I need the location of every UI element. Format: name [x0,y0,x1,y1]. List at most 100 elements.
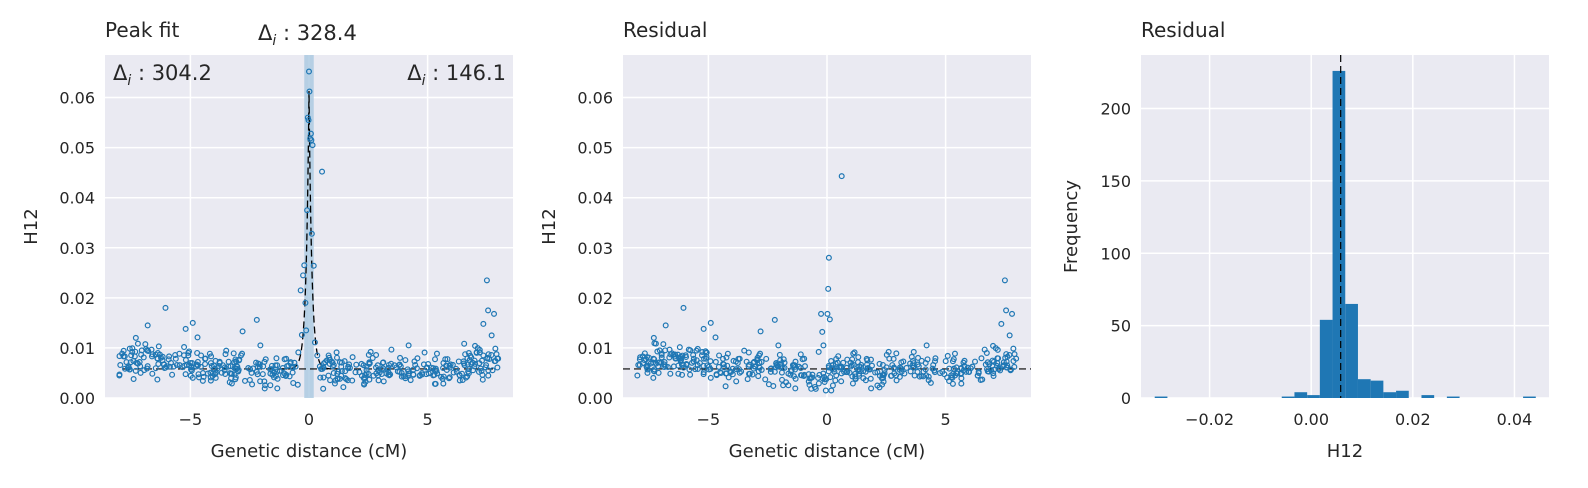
data-point [944,352,951,359]
data-point [950,356,957,363]
data-point [954,370,961,377]
data-point [476,360,483,367]
data-point [272,362,279,369]
data-point [352,369,359,376]
data-point [700,369,707,376]
data-point [850,361,857,368]
data-point [762,376,769,383]
data-point [253,316,260,323]
data-point [867,375,874,382]
data-point [680,304,687,311]
data-point [306,88,313,95]
data-point [254,364,261,371]
data-point [320,385,327,392]
data-point [166,363,173,370]
data-point [152,351,159,358]
data-point [925,373,932,380]
data-point [893,350,900,357]
data-point [132,334,139,341]
data-point [473,349,480,356]
panel-3: 0 50 100 150 200 −0.02 0.00 0.02 0.04 H12 Frequenc… [1061,18,1549,462]
data-point [478,368,485,375]
data-point [208,353,215,360]
data-point [298,331,305,338]
y-tick-label: 0.02 [577,289,613,308]
data-point [949,380,956,387]
data-point [728,368,735,375]
data-point [310,262,317,269]
data-point [328,358,335,365]
data-point [475,368,482,375]
histogram-bar [1357,379,1371,398]
data-point [476,346,483,353]
data-point [405,368,412,375]
data-point [864,357,871,364]
data-point [479,371,486,378]
data-point [249,381,256,388]
data-point [186,348,193,355]
data-point [379,365,386,372]
data-point [129,348,136,355]
chart-title: Peak fit [105,18,179,42]
data-point [433,350,440,357]
y-tick-label: 0.04 [59,189,95,208]
data-point [655,363,662,370]
data-point [911,372,918,379]
y-tick-label: 150 [1100,172,1131,191]
data-point [664,364,671,371]
data-point [832,360,839,367]
y-tick-label: 50 [1111,317,1131,336]
data-point [416,372,423,379]
data-point [838,173,845,180]
histogram-bar [1281,396,1295,398]
data-point [712,334,719,341]
data-point [850,350,857,357]
data-point [661,359,668,366]
data-point [883,364,890,371]
data-point [236,356,243,363]
data-point [148,346,155,353]
data-point [893,377,900,384]
data-point [838,364,845,371]
data-point [485,307,492,314]
histogram-bar [1421,395,1435,398]
data-point [975,368,982,375]
data-point [363,367,370,374]
data-point [815,348,822,355]
data-point [300,272,307,279]
data-point [311,339,318,346]
data-point [119,350,126,357]
data-point [136,359,143,366]
data-point [444,356,451,363]
data-point [431,380,438,387]
data-point [915,354,922,361]
data-point [923,342,930,349]
data-point [181,362,188,369]
data-point [155,343,162,350]
data-point [137,369,144,376]
data-point [231,365,238,372]
data-point [713,372,720,379]
data-point [840,359,847,366]
data-point [254,371,261,378]
data-point [181,344,188,351]
data-point [699,349,706,356]
data-point [779,376,786,383]
data-point [843,364,850,371]
panel-2: 0.00 0.01 0.02 0.03 0.04 0.05 0.06 −5 0 5 Genetic … [539,18,1031,462]
data-point [420,361,427,368]
delta-value: : 328.4 [276,21,357,45]
data-point [1003,307,1010,314]
data-point [314,352,321,359]
x-tick-label: −5 [179,410,203,429]
data-point [797,351,804,358]
x-tick-label: 0 [304,410,314,429]
data-point [910,348,917,355]
histogram-bar [1307,395,1320,398]
data-point [304,207,311,214]
data-point [388,346,395,353]
data-point [116,371,123,378]
data-point [755,368,762,375]
data-point [134,340,141,347]
data-point [257,342,264,349]
